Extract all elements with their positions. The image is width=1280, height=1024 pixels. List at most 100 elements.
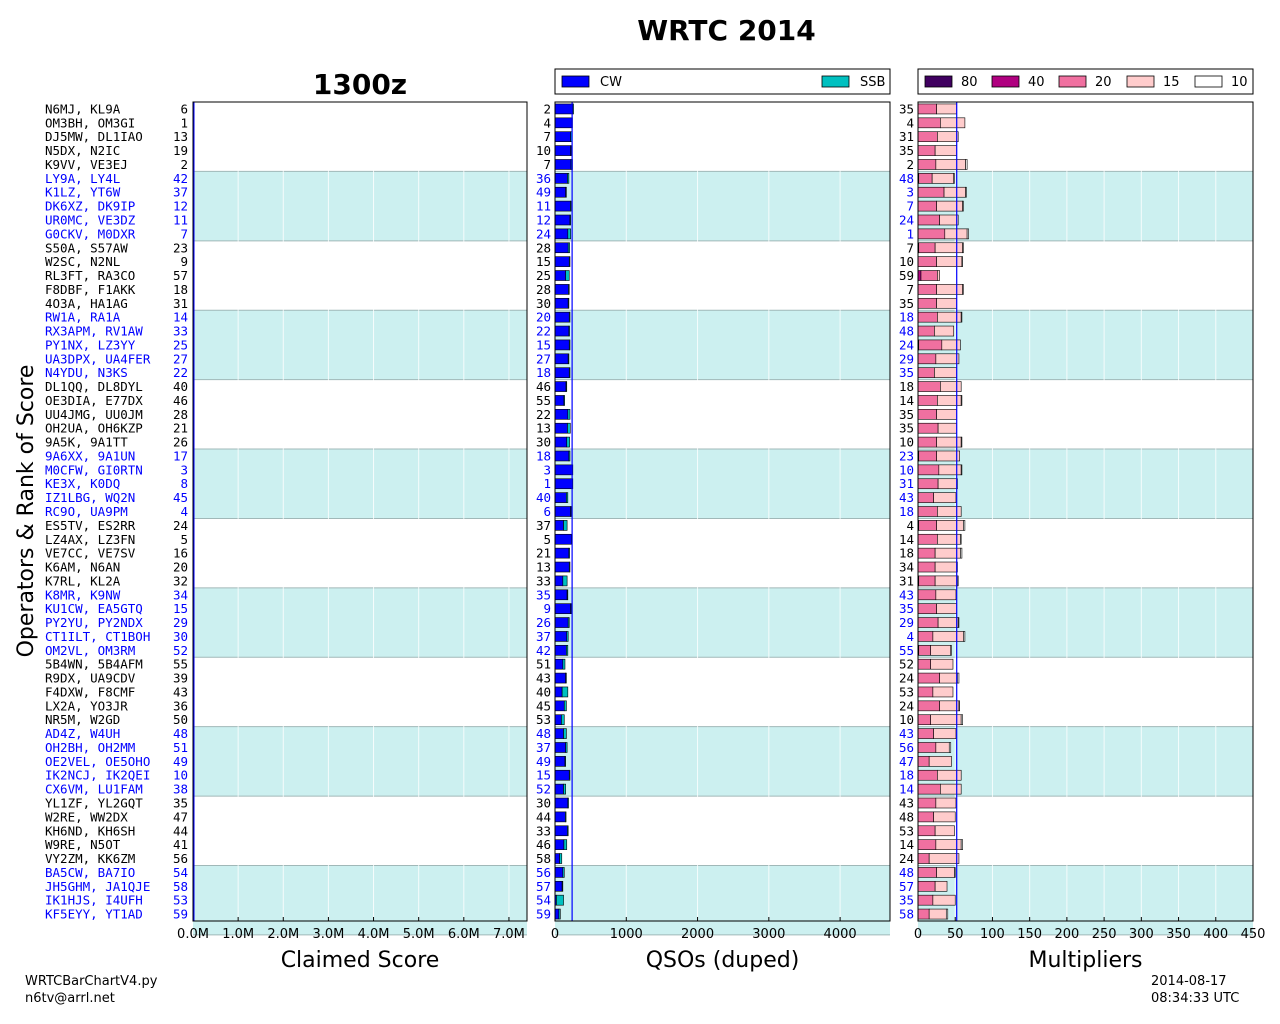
operator-label: IK2NCJ, IK2QEI [45, 768, 150, 783]
mult-15-bar [935, 589, 957, 601]
mult-15-bar [936, 450, 960, 462]
operator-label: RL3FT, RA3CO [45, 268, 135, 283]
qso-rank-label: 51 [536, 657, 551, 672]
qso-cw-bar [554, 742, 566, 753]
qso-ssb-bar [569, 214, 571, 226]
mult-rank-label: 24 [899, 698, 914, 713]
mult-rank-label: 7 [906, 240, 914, 255]
mult-15-bar [934, 145, 958, 156]
operator-label: K9VV, VE3EJ [45, 157, 128, 172]
chart-title: WRTC 2014 [637, 14, 816, 47]
mult-20-bar [917, 589, 937, 601]
operator-label: LY9A, LY4L [45, 171, 120, 186]
mult-20-bar [917, 561, 936, 573]
operator-label: RX3APM, RV1AW [45, 324, 143, 339]
axes-frame [917, 101, 1254, 922]
mult-rank-label: 53 [899, 823, 914, 838]
mult-rank-label: 29 [899, 351, 914, 366]
mult-15-bar [936, 520, 964, 531]
mult-rank-label: 48 [899, 809, 914, 824]
tick-label: 350 [1166, 927, 1191, 942]
mult-rank-label: 34 [899, 560, 914, 575]
mult-15-bar [937, 617, 959, 628]
mult-20-bar [917, 492, 934, 503]
score-rank-label: 14 [173, 310, 188, 325]
qso-cw-bar [554, 464, 573, 476]
mult-20-bar [918, 242, 936, 254]
mult-rank-label: 4 [906, 115, 914, 130]
mult-rank-label: 35 [899, 601, 914, 616]
operator-label: UR0MC, VE3DZ [45, 212, 136, 227]
mult-rank-label: 31 [899, 476, 914, 491]
mult-15-bar [933, 811, 956, 823]
score-rank-label: 45 [173, 490, 188, 505]
mult-rank-label: 10 [899, 254, 914, 269]
score-rank-label: 19 [173, 143, 188, 158]
qso-ssb-bar [565, 742, 568, 753]
mult-15-bar [932, 686, 954, 698]
mult-20-bar [917, 700, 940, 712]
mult-15-bar [936, 436, 962, 448]
qso-rank-label: 37 [536, 518, 551, 533]
operator-label: IK1HJS, I4UFH [45, 893, 143, 908]
qso-rank-label: 27 [536, 351, 551, 366]
qso-cw-bar [554, 756, 566, 767]
qso-ssb-bar [566, 436, 570, 448]
qso-rank-label: 22 [536, 324, 551, 339]
mult-rank-label: 55 [899, 643, 914, 658]
operator-label: M0CFW, GI0RTN [45, 462, 143, 477]
score-rank-label: 27 [173, 351, 188, 366]
qso-ssb-bar [562, 658, 566, 670]
score-rank-label: 11 [173, 212, 188, 227]
score-rank-label: 41 [173, 837, 188, 852]
score-rank-label: 5 [180, 532, 188, 547]
score-rank-label: 52 [173, 643, 188, 658]
mult-15-bar [935, 742, 950, 753]
mult-20-bar [917, 117, 941, 129]
highlight-band [193, 449, 527, 519]
mult-15-bar [938, 464, 962, 476]
mult-10-bar [962, 284, 964, 295]
operator-label: 4O3A, HA1AG [45, 296, 128, 311]
qso-cw-bar [554, 589, 568, 601]
mult-rank-label: 10 [899, 462, 914, 477]
mult-rank-label: 18 [899, 546, 914, 561]
mult-15-bar [936, 256, 963, 267]
mult-rank-label: 18 [899, 379, 914, 394]
operator-label: F8DBF, F1AKK [45, 282, 136, 297]
qso-cw-bar [554, 617, 569, 628]
qso-rank-label: 46 [536, 837, 551, 852]
qso-rank-label: 35 [536, 587, 551, 602]
qso-ssb-bar [567, 353, 570, 365]
qso-cw-bar [554, 103, 574, 115]
qso-rank-label: 28 [536, 240, 551, 255]
qso-rank-label: 58 [536, 851, 551, 866]
qso-rank-label: 7 [543, 157, 551, 172]
qso-cw-bar [554, 311, 570, 323]
mult-10-bar [960, 436, 963, 448]
mult-10-bar [962, 200, 964, 212]
operator-label: N5DX, N2IC [45, 143, 120, 158]
mult-20-bar [917, 159, 937, 170]
mult-20-bar [917, 742, 937, 753]
mult-15-bar [943, 186, 966, 198]
mult-rank-label: 1 [906, 226, 914, 241]
qso-cw-bar [554, 381, 567, 392]
operator-label: UA3DPX, UA4FER [45, 351, 151, 366]
operator-label: KE3X, K0DQ [45, 476, 120, 491]
mult-15-bar [939, 700, 960, 712]
mult-15-bar [933, 492, 957, 503]
tick-label: 7.0M [493, 927, 525, 942]
qso-ssb-bar [562, 575, 568, 587]
qso-legend: CW SSB [554, 68, 891, 95]
score-rank-label: 10 [173, 768, 188, 783]
mult-15-bar [936, 284, 963, 295]
qso-rank-label: 40 [536, 490, 551, 505]
qso-rank-label: 26 [536, 615, 551, 630]
mult-rank-label: 47 [899, 754, 914, 769]
qso-ssb-bar [563, 700, 567, 712]
mult-10-bar [961, 256, 963, 267]
qso-ssb-bar [559, 853, 563, 864]
highlight-band [555, 726, 890, 797]
score-rank-label: 35 [173, 796, 188, 811]
